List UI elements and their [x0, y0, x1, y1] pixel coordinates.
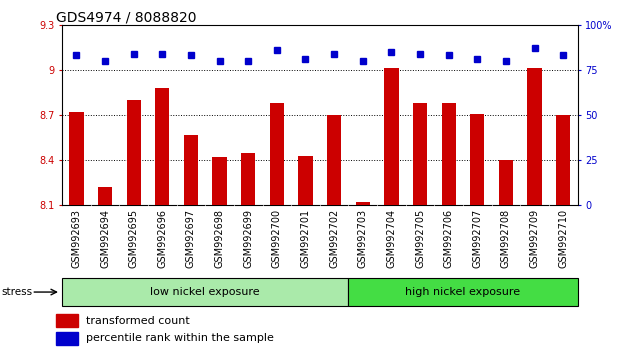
Bar [62, 278, 348, 306]
Bar [348, 278, 578, 306]
Text: GSM992704: GSM992704 [386, 209, 396, 268]
Text: stress: stress [1, 287, 32, 297]
Bar [327, 115, 342, 205]
Text: transformed count: transformed count [86, 316, 189, 326]
Bar [241, 153, 255, 205]
Text: GSM992708: GSM992708 [501, 209, 511, 268]
Bar [442, 103, 456, 205]
Text: GDS4974 / 8088820: GDS4974 / 8088820 [56, 11, 196, 25]
Text: GSM992702: GSM992702 [329, 209, 339, 268]
Bar [56, 332, 78, 345]
Text: GSM992706: GSM992706 [443, 209, 454, 268]
Text: GSM992703: GSM992703 [358, 209, 368, 268]
Bar [127, 100, 141, 205]
Text: GSM992700: GSM992700 [272, 209, 282, 268]
Text: GSM992707: GSM992707 [473, 209, 483, 268]
Bar [70, 112, 84, 205]
Text: GSM992709: GSM992709 [530, 209, 540, 268]
Text: percentile rank within the sample: percentile rank within the sample [86, 333, 274, 343]
Bar [184, 135, 198, 205]
Text: low nickel exposure: low nickel exposure [150, 287, 260, 297]
Bar [470, 114, 484, 205]
Bar [556, 115, 570, 205]
Bar [356, 202, 370, 205]
Bar [298, 156, 312, 205]
Bar [155, 88, 170, 205]
Text: GSM992696: GSM992696 [157, 209, 167, 268]
Text: GSM992701: GSM992701 [301, 209, 310, 268]
Text: GSM992693: GSM992693 [71, 209, 81, 268]
Text: GSM992698: GSM992698 [215, 209, 225, 268]
Bar [384, 68, 399, 205]
Text: GSM992695: GSM992695 [129, 209, 138, 268]
Bar [98, 187, 112, 205]
Bar [270, 103, 284, 205]
Bar [413, 103, 427, 205]
Text: GSM992705: GSM992705 [415, 209, 425, 268]
Text: GSM992697: GSM992697 [186, 209, 196, 268]
Bar [56, 314, 78, 327]
Bar [499, 160, 513, 205]
Text: high nickel exposure: high nickel exposure [406, 287, 520, 297]
Bar [212, 157, 227, 205]
Text: GSM992710: GSM992710 [558, 209, 568, 268]
Bar [527, 68, 542, 205]
Text: GSM992699: GSM992699 [243, 209, 253, 268]
Text: GSM992694: GSM992694 [100, 209, 110, 268]
